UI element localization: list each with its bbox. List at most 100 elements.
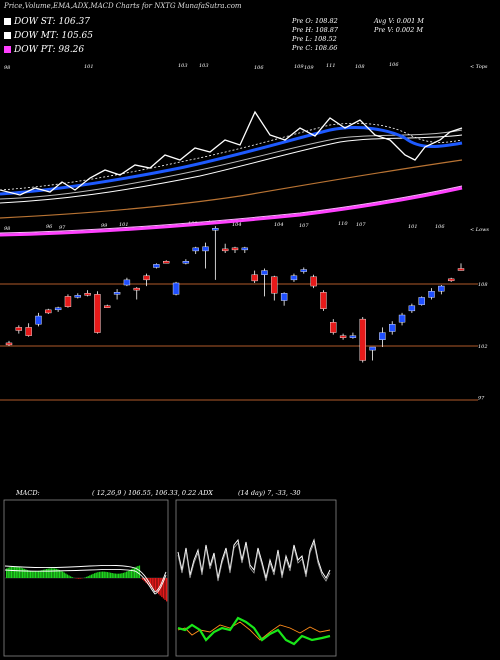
low-label: 106 xyxy=(435,224,445,230)
macd-bar xyxy=(49,568,51,578)
macd-bar xyxy=(12,566,14,578)
top-label: 111 xyxy=(326,63,336,69)
macd-bar xyxy=(100,571,102,578)
top-label: 106 xyxy=(254,65,264,71)
macd-bar xyxy=(97,572,99,578)
macd-bar xyxy=(110,572,112,578)
macd-bar xyxy=(142,578,144,580)
macd-bar xyxy=(138,565,141,578)
macd-bar xyxy=(102,571,104,578)
low-label: 97 xyxy=(59,225,66,231)
quote-close: Pre C: 108.66 xyxy=(292,44,338,52)
top-label: 109 xyxy=(294,64,304,70)
candle-body xyxy=(74,295,81,298)
top-label: 103 xyxy=(178,63,188,69)
macd-line xyxy=(4,564,167,593)
candle-body xyxy=(212,227,219,231)
macd-bar xyxy=(146,578,149,585)
macd-bar xyxy=(111,573,113,578)
macd-bar xyxy=(158,578,160,595)
macd-bar xyxy=(31,571,33,578)
candle-body xyxy=(379,332,386,341)
legend-swatch xyxy=(4,32,11,39)
macd-bar xyxy=(84,577,86,578)
adx-line xyxy=(177,621,331,641)
macd-bar xyxy=(14,566,16,578)
macd-bar xyxy=(68,575,70,578)
candle-body xyxy=(320,292,327,309)
macd-bar xyxy=(108,572,110,578)
candle-body xyxy=(389,324,396,332)
candle-body xyxy=(133,287,140,291)
macd-histogram xyxy=(6,565,168,602)
adx-minus-di-line xyxy=(177,541,331,582)
candle-body xyxy=(192,247,199,252)
macd-bar xyxy=(90,574,93,578)
macd-bar xyxy=(122,572,125,578)
macd-bar xyxy=(151,578,153,589)
quote-pre-volume: Pre V: 0.002 M xyxy=(374,26,424,34)
macd-bar xyxy=(153,578,155,590)
candle-body xyxy=(113,292,121,295)
ema-short-dashed xyxy=(0,122,463,191)
macd-bar xyxy=(10,566,13,578)
ema-long-line xyxy=(0,159,463,219)
macd-bar xyxy=(7,567,9,578)
candle-body xyxy=(221,248,229,252)
low-label: 104 xyxy=(232,222,242,228)
candle-body xyxy=(35,315,42,325)
macd-bar xyxy=(50,568,53,578)
macd-bar xyxy=(132,568,134,578)
top-label: 101 xyxy=(84,64,94,70)
candle-body xyxy=(457,268,465,271)
low-label: 101 xyxy=(119,222,129,228)
candle-body xyxy=(349,335,357,338)
macd-bar xyxy=(130,569,133,578)
candle-body xyxy=(261,270,268,275)
low-label: 101 xyxy=(408,224,418,230)
top-label: 108 xyxy=(355,64,365,70)
macd-bar xyxy=(15,566,17,578)
macd-bar xyxy=(98,571,101,578)
macd-bar xyxy=(129,570,131,578)
macd-bar xyxy=(126,571,128,578)
adx-green-line xyxy=(177,616,331,646)
candles xyxy=(5,226,465,363)
macd-bar xyxy=(95,572,97,578)
macd-bar xyxy=(22,568,24,578)
candle-body xyxy=(359,318,366,361)
macd-bar xyxy=(58,569,61,578)
macd-bar xyxy=(17,566,19,578)
macd-bar xyxy=(134,567,136,578)
y-tick-label: 108 xyxy=(478,282,488,288)
macd-bar xyxy=(89,575,91,578)
macd-bar xyxy=(79,578,81,579)
macd-bar xyxy=(159,578,161,596)
top-labels: 98 101 103 103 106 109 109 111 108 106 xyxy=(4,62,399,71)
legend-dow-pt: DOW PT: 98.26 xyxy=(4,45,84,55)
macd-bar xyxy=(154,578,157,592)
lows-label: < Lows xyxy=(470,227,489,233)
macd-bar xyxy=(70,576,72,578)
candle-body xyxy=(300,269,307,272)
macd-bar xyxy=(34,571,37,578)
macd-bar xyxy=(86,576,88,578)
macd-bar xyxy=(65,573,67,578)
adx-params: (14 day) 7, -33, -30 xyxy=(238,489,301,497)
macd-bar xyxy=(114,573,117,578)
candle-body xyxy=(428,291,435,298)
y-tick-label: 102 xyxy=(478,344,488,350)
macd-params: ( 12,26,9 ) 106.55, 106.33, 0.22 ADX xyxy=(92,489,213,497)
macd-bar xyxy=(87,576,89,578)
candle-body xyxy=(339,335,347,338)
macd-bar xyxy=(94,573,96,578)
y-tick-label: 97 xyxy=(478,396,485,402)
macd-bar xyxy=(25,569,27,578)
legend-dow-st: DOW ST: 106.37 xyxy=(4,17,90,27)
candle-body xyxy=(398,314,406,323)
top-label: 103 xyxy=(199,63,209,69)
candle-body xyxy=(94,294,101,333)
macd-bar xyxy=(42,569,45,578)
macd-bar xyxy=(38,570,40,578)
